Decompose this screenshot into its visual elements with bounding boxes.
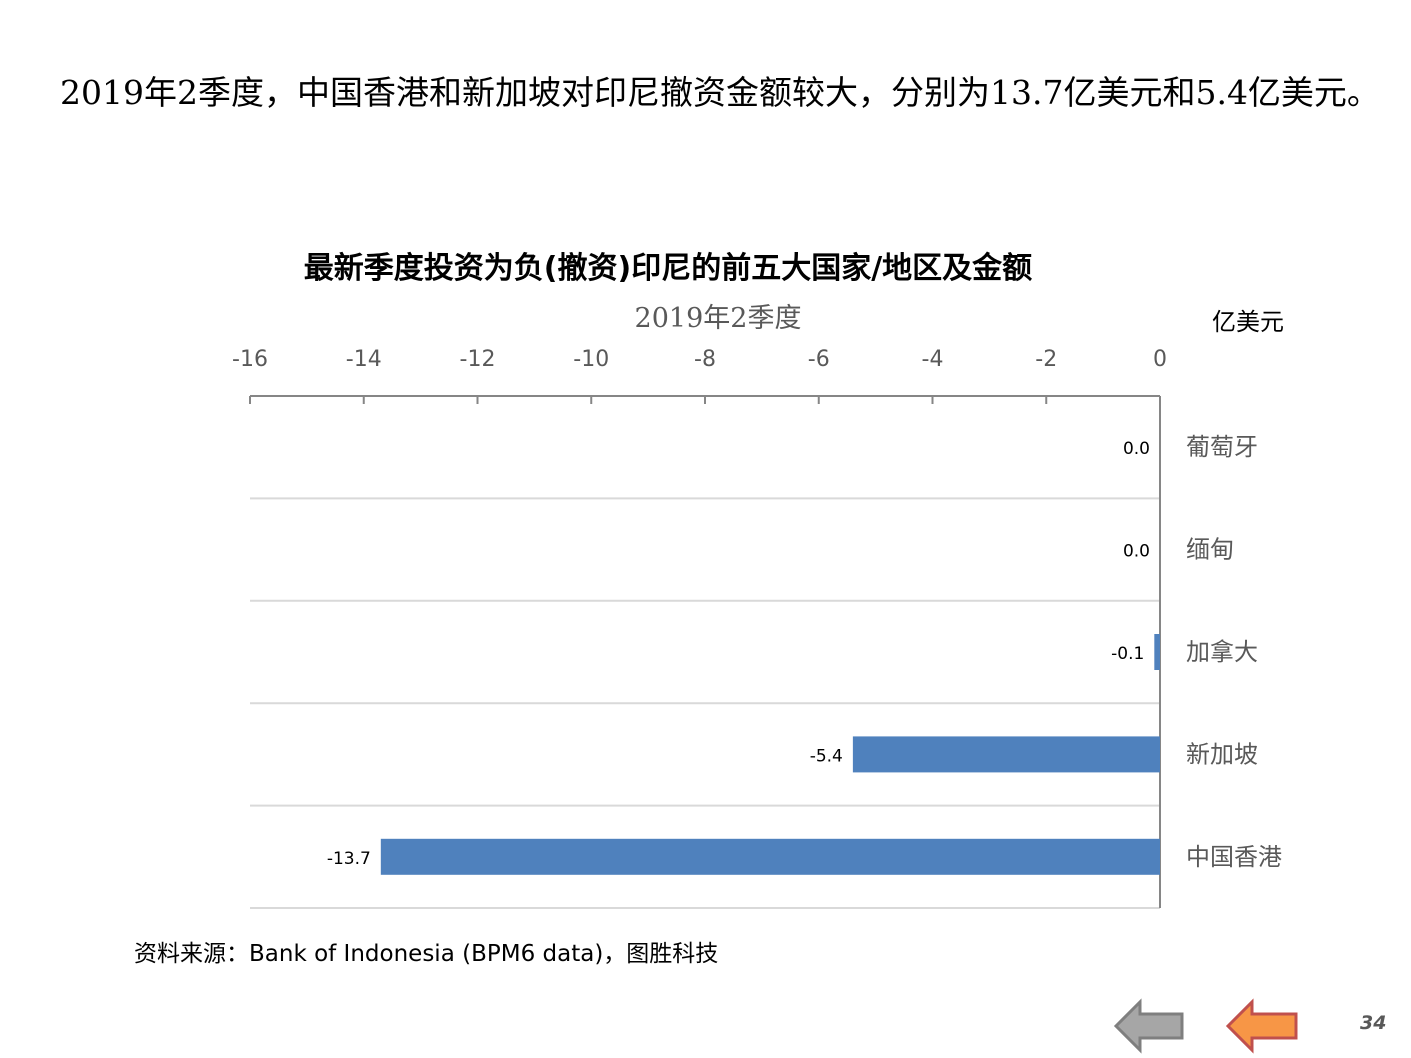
data-label: -13.7 (327, 849, 371, 869)
bar (852, 736, 1160, 773)
category-label: 加拿大 (1186, 638, 1258, 666)
data-label: -0.1 (1111, 644, 1144, 664)
data-label: 0.0 (1123, 439, 1150, 459)
chart-subtitle: 2019年2季度 (635, 303, 802, 334)
x-tick-label: -14 (346, 347, 382, 372)
data-label: 0.0 (1123, 542, 1150, 562)
previous-page-button[interactable] (1110, 996, 1190, 1056)
left-arrow-icon (1113, 998, 1184, 1054)
unit-label: 亿美元 (1212, 308, 1284, 336)
category-label: 新加坡 (1186, 740, 1258, 768)
bar (1154, 634, 1160, 670)
x-tick-label: -10 (573, 347, 609, 372)
x-tick-label: -12 (460, 347, 496, 372)
page-number: 34 (1360, 1012, 1387, 1034)
category-label: 葡萄牙 (1186, 433, 1258, 461)
left-arrow-icon (1225, 998, 1298, 1054)
x-tick-label: -2 (1035, 347, 1057, 372)
source-note: 资料来源：Bank of Indonesia (BPM6 data)，图胜科技 (134, 941, 719, 967)
x-tick-label: -16 (232, 347, 268, 372)
category-label: 缅甸 (1186, 536, 1234, 564)
x-tick-label: 0 (1153, 347, 1167, 372)
data-label: -5.4 (810, 746, 843, 766)
x-tick-label: -8 (694, 347, 716, 372)
category-label: 中国香港 (1186, 843, 1282, 871)
x-tick-label: -4 (922, 347, 944, 372)
x-tick-label: -6 (808, 347, 830, 372)
headline-text: 2019年2季度，中国香港和新加坡对印尼撤资金额较大，分别为13.7亿美元和5.… (60, 73, 1380, 112)
next-page-button[interactable] (1222, 996, 1302, 1056)
chart-title: 最新季度投资为负(撤资)印尼的前五大国家/地区及金额 (304, 251, 1032, 286)
bar (380, 838, 1160, 875)
